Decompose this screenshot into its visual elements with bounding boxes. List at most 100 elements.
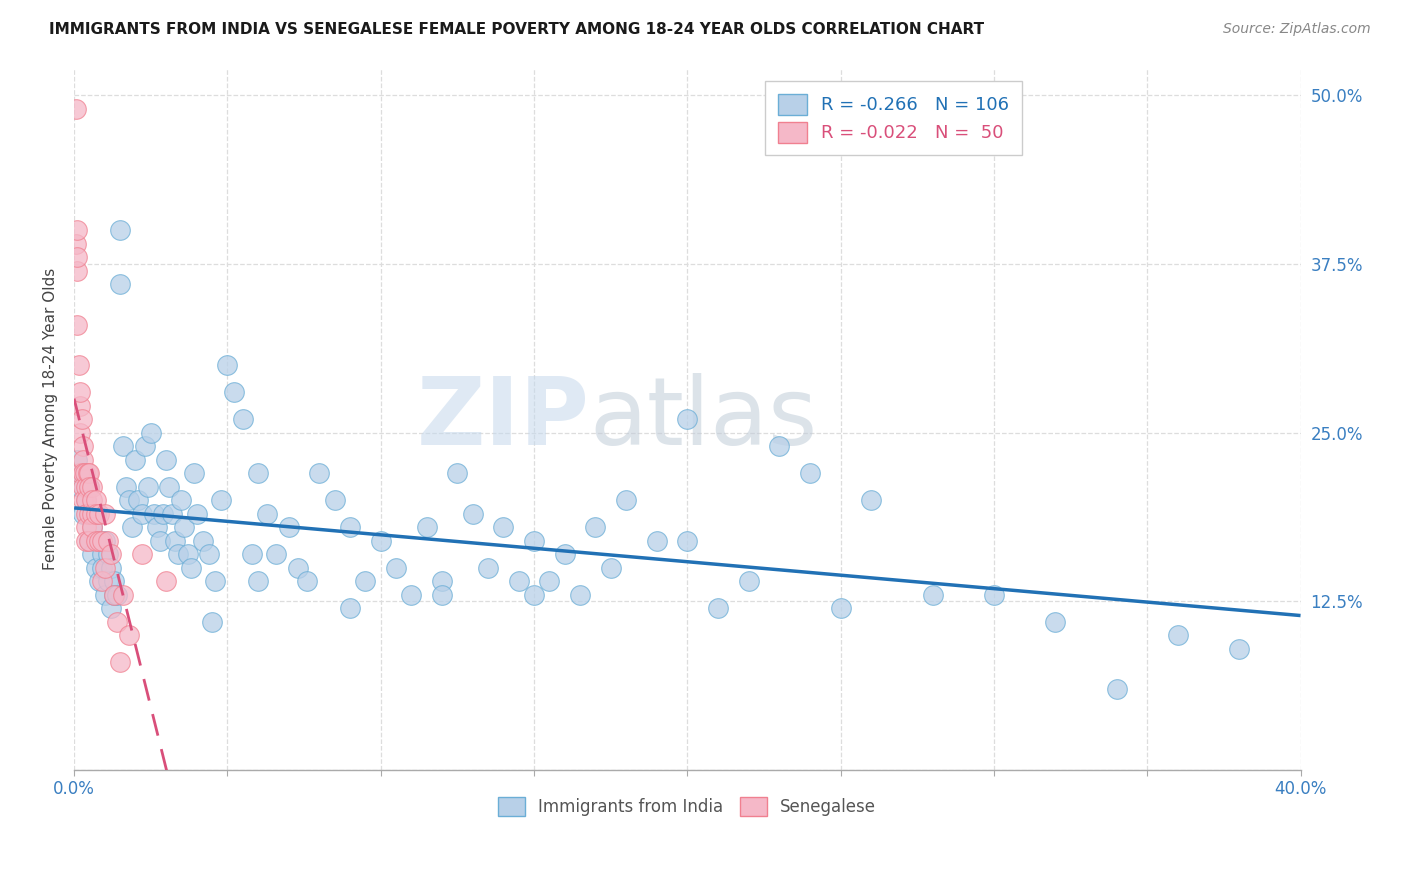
Point xyxy=(72,467,94,481)
Point xyxy=(131,547,153,561)
Legend: Immigrants from India, Senegalese: Immigrants from India, Senegalese xyxy=(491,789,884,825)
Point xyxy=(799,467,821,481)
Point xyxy=(97,574,120,589)
Point xyxy=(66,251,89,265)
Point xyxy=(108,223,131,237)
Point xyxy=(75,520,97,534)
Point xyxy=(84,507,107,521)
Point xyxy=(173,520,195,534)
Point xyxy=(100,547,122,561)
Point xyxy=(461,507,484,521)
Point xyxy=(583,520,606,534)
Point xyxy=(186,507,208,521)
Point xyxy=(247,574,270,589)
Point xyxy=(136,480,159,494)
Point xyxy=(339,601,361,615)
Point xyxy=(247,467,270,481)
Text: atlas: atlas xyxy=(589,373,817,466)
Point xyxy=(921,588,943,602)
Point xyxy=(149,533,172,548)
Point xyxy=(430,588,453,602)
Point xyxy=(69,385,91,400)
Point xyxy=(323,493,346,508)
Point xyxy=(79,507,101,521)
Point xyxy=(79,533,101,548)
Point xyxy=(72,439,94,453)
Point xyxy=(103,588,125,602)
Point xyxy=(66,264,89,278)
Point xyxy=(599,560,621,574)
Point xyxy=(523,588,546,602)
Point xyxy=(87,574,110,589)
Point xyxy=(69,480,91,494)
Point xyxy=(72,507,94,521)
Point xyxy=(69,399,91,413)
Point xyxy=(112,588,135,602)
Point xyxy=(72,493,94,508)
Point xyxy=(97,533,120,548)
Y-axis label: Female Poverty Among 18-24 Year Olds: Female Poverty Among 18-24 Year Olds xyxy=(44,268,58,570)
Point xyxy=(222,385,245,400)
Point xyxy=(79,480,101,494)
Point xyxy=(860,493,883,508)
Text: Source: ZipAtlas.com: Source: ZipAtlas.com xyxy=(1223,22,1371,37)
Point xyxy=(82,493,104,508)
Point xyxy=(415,520,437,534)
Point xyxy=(82,507,104,521)
Point xyxy=(87,507,110,521)
Point xyxy=(100,560,122,574)
Point xyxy=(90,574,112,589)
Point xyxy=(287,560,309,574)
Point xyxy=(75,480,97,494)
Point xyxy=(82,480,104,494)
Point xyxy=(73,467,96,481)
Point xyxy=(152,507,174,521)
Point xyxy=(105,615,128,629)
Point xyxy=(94,533,117,548)
Point xyxy=(155,452,177,467)
Point xyxy=(157,480,180,494)
Point xyxy=(523,533,546,548)
Point xyxy=(240,547,263,561)
Point xyxy=(66,318,89,332)
Point xyxy=(139,425,162,440)
Point xyxy=(160,507,183,521)
Point xyxy=(65,236,87,251)
Point xyxy=(256,507,278,521)
Point xyxy=(77,467,100,481)
Text: ZIP: ZIP xyxy=(416,373,589,466)
Point xyxy=(66,452,89,467)
Point xyxy=(82,520,104,534)
Point xyxy=(82,547,104,561)
Point xyxy=(146,520,169,534)
Point xyxy=(198,547,221,561)
Point xyxy=(201,615,224,629)
Point xyxy=(79,467,101,481)
Point xyxy=(176,547,198,561)
Point xyxy=(983,588,1005,602)
Point xyxy=(277,520,299,534)
Point xyxy=(737,574,759,589)
Point xyxy=(266,547,288,561)
Point xyxy=(569,588,592,602)
Point xyxy=(69,467,91,481)
Point xyxy=(1105,681,1128,696)
Point xyxy=(79,533,101,548)
Point xyxy=(94,560,117,574)
Point xyxy=(385,560,408,574)
Point xyxy=(204,574,226,589)
Text: IMMIGRANTS FROM INDIA VS SENEGALESE FEMALE POVERTY AMONG 18-24 YEAR OLDS CORRELA: IMMIGRANTS FROM INDIA VS SENEGALESE FEMA… xyxy=(49,22,984,37)
Point xyxy=(103,588,125,602)
Point xyxy=(118,493,141,508)
Point xyxy=(217,359,239,373)
Point xyxy=(209,493,232,508)
Point xyxy=(830,601,852,615)
Point xyxy=(90,533,112,548)
Point xyxy=(118,628,141,642)
Point xyxy=(676,533,699,548)
Point xyxy=(108,277,131,292)
Point xyxy=(676,412,699,426)
Point xyxy=(94,507,117,521)
Point xyxy=(492,520,515,534)
Point xyxy=(84,533,107,548)
